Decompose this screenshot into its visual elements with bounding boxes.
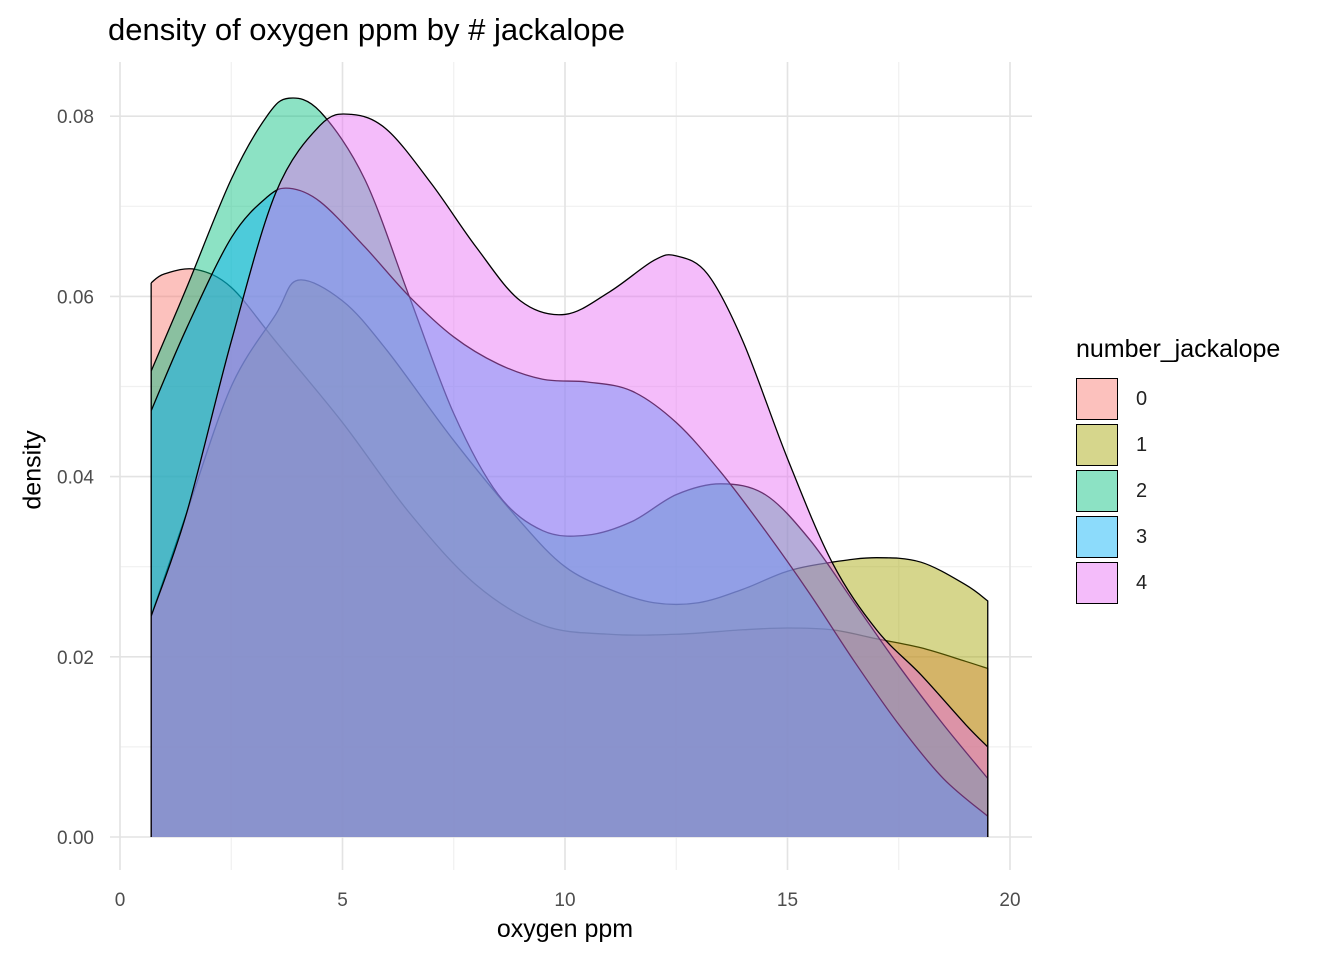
y-tick-label: 0.02 xyxy=(57,648,94,669)
legend-item-2: 2 xyxy=(1076,468,1280,514)
x-tick-label: 20 xyxy=(999,890,1020,911)
density-area-1 xyxy=(151,279,988,838)
legend-label-2: 2 xyxy=(1136,479,1148,502)
major-gridlines xyxy=(110,62,1032,870)
legend-item-0: 0 xyxy=(1076,376,1280,422)
density-area-4 xyxy=(151,113,988,837)
legend-item-3: 3 xyxy=(1076,514,1280,560)
density-area-2 xyxy=(151,97,988,837)
x-tick-label: 5 xyxy=(337,890,348,911)
y-tick-label: 0.04 xyxy=(57,468,94,489)
minor-gridlines xyxy=(120,62,1032,870)
x-tick-label: 0 xyxy=(115,890,126,911)
legend-key-1 xyxy=(1076,424,1118,466)
legend-label-3: 3 xyxy=(1136,525,1148,548)
legend-title: number_jackalope xyxy=(1076,335,1281,363)
legend-label-0: 0 xyxy=(1136,387,1148,410)
y-tick-label: 0.08 xyxy=(57,107,94,128)
legend-label-4: 4 xyxy=(1136,571,1148,594)
density-areas xyxy=(150,97,989,838)
x-tick-label: 10 xyxy=(554,890,575,911)
x-tick-label: 15 xyxy=(777,890,798,911)
y-tick-label: 0.00 xyxy=(57,828,94,849)
density-area-3 xyxy=(151,188,988,837)
density-series-4 xyxy=(150,113,989,837)
y-tick-label: 0.06 xyxy=(57,287,94,308)
legend: number_jackalope 0 1 2 3 4 xyxy=(1076,335,1280,606)
density-area-0 xyxy=(151,268,988,837)
legend-key-0 xyxy=(1076,378,1118,420)
legend-key-4 xyxy=(1076,562,1118,604)
chart-title: density of oxygen ppm by # jackalope xyxy=(108,12,625,47)
x-axis-label: oxygen ppm xyxy=(496,915,634,943)
legend-item-4: 4 xyxy=(1076,560,1280,606)
legend-item-1: 1 xyxy=(1076,422,1280,468)
axis-ticks: 0 5 10 15 20 0.00 0.02 0.04 0.06 0.08 xyxy=(57,107,1021,911)
density-outline-4 xyxy=(150,113,989,837)
legend-label-1: 1 xyxy=(1136,433,1148,456)
legend-items: 0 1 2 3 4 xyxy=(1076,376,1280,606)
y-axis-label: density xyxy=(18,430,47,510)
legend-key-2 xyxy=(1076,470,1118,512)
legend-key-3 xyxy=(1076,516,1118,558)
